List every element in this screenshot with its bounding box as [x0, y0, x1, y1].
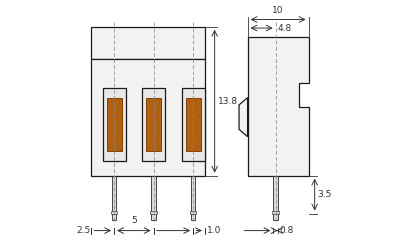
Bar — [146, 98, 161, 151]
Bar — [92, 27, 205, 59]
Bar — [274, 176, 278, 220]
Text: 13.8: 13.8 — [218, 97, 238, 106]
Bar — [112, 176, 116, 220]
Bar — [191, 176, 195, 220]
Text: 3.5: 3.5 — [318, 190, 332, 199]
Bar — [150, 211, 157, 214]
Text: 10: 10 — [272, 6, 284, 15]
Bar — [182, 88, 205, 161]
Bar — [142, 88, 165, 161]
Text: 1.0: 1.0 — [207, 226, 222, 235]
Polygon shape — [239, 98, 248, 137]
Text: 2.5: 2.5 — [76, 226, 90, 235]
Bar — [92, 59, 205, 176]
Text: 4.8: 4.8 — [278, 24, 292, 32]
Polygon shape — [248, 37, 308, 176]
Bar — [152, 176, 156, 220]
Bar — [102, 88, 126, 161]
Text: 0.8: 0.8 — [280, 226, 294, 235]
Bar — [186, 98, 201, 151]
Text: 5: 5 — [131, 216, 137, 225]
Bar — [111, 211, 117, 214]
Bar — [106, 98, 122, 151]
Bar — [272, 211, 279, 214]
Bar — [190, 211, 196, 214]
